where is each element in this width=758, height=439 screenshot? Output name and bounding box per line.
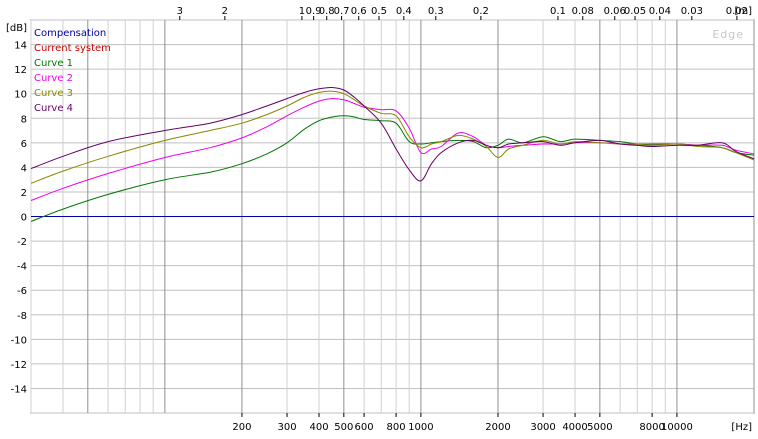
y-tick-label: -14: [11, 384, 27, 395]
top-tick-label: 0.1: [550, 6, 566, 17]
y-tick-label: 2: [21, 188, 27, 199]
top-tick-label: 0.04: [649, 6, 671, 17]
top-tick-label: 0.5: [371, 6, 387, 17]
x-tick-label: 1000: [408, 422, 433, 433]
top-tick-label: 0.06: [604, 6, 626, 17]
x-tick-label: 200: [232, 422, 251, 433]
top-tick-label: 0.08: [572, 6, 594, 17]
legend-entry-curve-1: Curve 1: [34, 58, 73, 69]
top-tick-label: 1: [299, 6, 305, 17]
series-lines: [31, 86, 754, 222]
x-tick-label: 3000: [530, 422, 555, 433]
x-tick-label: 8000: [639, 422, 664, 433]
legend-entry-current-system: Current system: [34, 43, 111, 54]
top-tick-label: 0.7: [334, 6, 350, 17]
top-axis-unit-label: [m]: [734, 6, 752, 17]
x-tick-label: 5000: [587, 422, 612, 433]
y-axis-unit-label: [dB]: [6, 23, 27, 34]
y-tick-label: 10: [14, 90, 27, 101]
legend-entry-compensation: Compensation: [34, 28, 106, 39]
y-tick-label: 12: [14, 65, 27, 76]
series-line-curve-3: [31, 90, 754, 184]
y-tick-label: -6: [17, 286, 27, 297]
top-tick-label: 0.9: [306, 6, 322, 17]
legend-entry-curve-4: Curve 4: [34, 103, 73, 114]
watermark-label: Edge: [712, 28, 744, 41]
top-tick-label: 0.4: [396, 6, 412, 17]
y-tick-label: -8: [17, 311, 27, 322]
top-tick-label: 0.8: [319, 6, 335, 17]
top-tick-label: 0.3: [428, 6, 444, 17]
top-tick-label: 2: [222, 6, 228, 17]
y-tick-label: 6: [21, 139, 27, 150]
x-tick-label: 300: [277, 422, 296, 433]
x-tick-label: 600: [355, 422, 374, 433]
y-tick-label: 14: [14, 41, 27, 52]
x-tick-label: 2000: [485, 422, 510, 433]
x-tick-label: 800: [387, 422, 406, 433]
x-axis-unit-label: [Hz]: [731, 422, 752, 433]
top-tick-label: 0.6: [351, 6, 367, 17]
x-tick-label: 400: [309, 422, 328, 433]
y-tick-label: -12: [11, 360, 27, 371]
legend: Compensation Current system Curve 1 Curve 2…: [34, 28, 111, 114]
y-tick-label: -4: [17, 262, 27, 273]
y-tick-label: 4: [21, 163, 27, 174]
x-tick-label: 500: [334, 422, 353, 433]
top-tick-label: 0.03: [681, 6, 703, 17]
y-tick-label: -10: [11, 335, 27, 346]
y-tick-label: 8: [21, 114, 27, 125]
legend-entry-curve-3: Curve 3: [34, 88, 73, 99]
legend-entry-curve-2: Curve 2: [34, 73, 73, 84]
top-tick-label: 0.2: [473, 6, 489, 17]
y-tick-label: 0: [21, 213, 27, 224]
top-tick-label: 0.02: [726, 6, 748, 17]
y-tick-label: -2: [17, 237, 27, 248]
x-tick-label: 10000: [661, 422, 693, 433]
x-tick-label: 4000: [562, 422, 587, 433]
series-line-curve-4: [31, 86, 754, 182]
top-tick-label: 3: [177, 6, 183, 17]
top-tick-label: 0.05: [624, 6, 646, 17]
